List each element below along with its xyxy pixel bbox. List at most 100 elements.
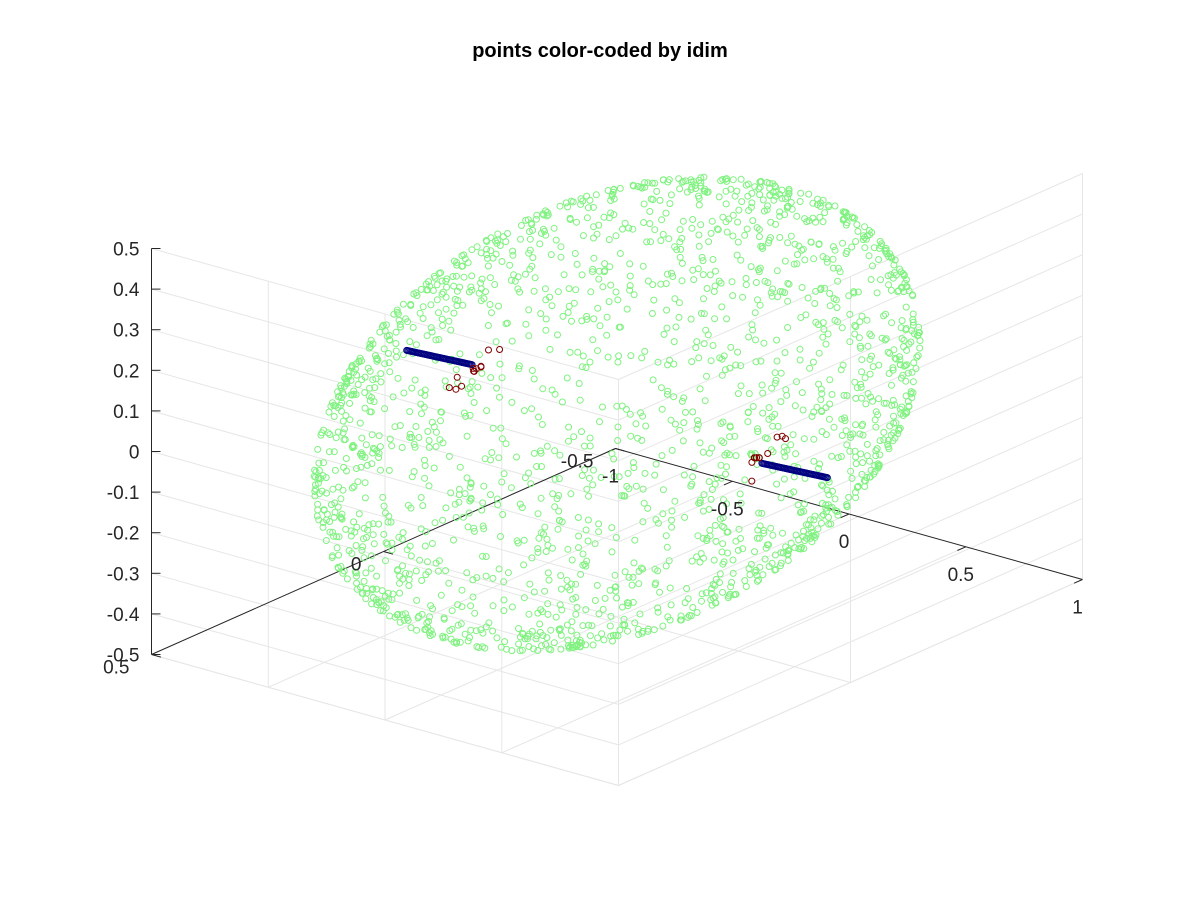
surface-point <box>711 581 719 589</box>
surface-point <box>478 275 486 283</box>
surface-point <box>579 232 587 240</box>
surface-point <box>693 338 701 346</box>
surface-point <box>442 277 450 285</box>
surface-point <box>625 599 633 607</box>
surface-point <box>659 176 667 184</box>
surface-point <box>496 360 504 368</box>
surface-point <box>593 230 601 238</box>
surface-point <box>806 364 814 372</box>
surface-point <box>590 466 597 474</box>
surface-point <box>631 536 639 544</box>
surface-point <box>769 188 777 196</box>
surface-point <box>475 351 483 359</box>
surface-point <box>701 397 709 405</box>
surface-point <box>431 274 439 282</box>
surface-point <box>670 393 678 401</box>
surface-point <box>868 229 876 236</box>
surface-point <box>878 240 886 248</box>
surface-point <box>427 301 435 309</box>
surface-point <box>825 415 833 423</box>
surface-point <box>378 587 386 595</box>
surface-point <box>914 352 922 360</box>
surface-point <box>819 218 827 226</box>
surface-point <box>851 330 859 338</box>
surface-point <box>763 206 771 214</box>
surface-point <box>905 340 913 348</box>
surface-point <box>407 302 415 309</box>
surface-point <box>753 534 761 542</box>
surface-point <box>573 603 581 611</box>
surface-point <box>334 563 342 571</box>
surface-point <box>590 254 598 262</box>
surface-point <box>768 384 776 392</box>
surface-point <box>551 447 559 455</box>
surface-point <box>380 502 388 510</box>
surface-point <box>695 176 703 184</box>
surface-point <box>418 577 426 584</box>
surface-point <box>642 422 650 430</box>
surface-point <box>500 470 508 478</box>
surface-point <box>683 585 691 592</box>
surface-point <box>862 400 870 408</box>
surface-point <box>584 537 592 545</box>
surface-point <box>638 184 646 192</box>
surface-point <box>616 626 624 634</box>
surface-point <box>614 423 622 431</box>
surface-point <box>852 238 860 245</box>
surface-point <box>873 445 881 453</box>
surface-point <box>723 528 731 536</box>
surface-point <box>376 328 384 336</box>
surface-point <box>311 487 319 495</box>
surface-point <box>719 540 727 548</box>
intersection-point <box>453 373 461 381</box>
surface-point <box>865 227 873 234</box>
surface-point <box>425 437 433 444</box>
surface-point <box>858 470 866 478</box>
intersection-point <box>470 367 478 375</box>
surface-point <box>320 459 327 467</box>
surface-point <box>801 256 809 264</box>
surface-point <box>434 567 442 575</box>
surface-point <box>619 225 626 233</box>
surface-point <box>327 402 335 410</box>
surface-point <box>828 452 836 460</box>
surface-point <box>415 434 423 441</box>
surface-point <box>794 501 802 509</box>
surface-point <box>637 564 645 572</box>
surface-point <box>557 585 565 593</box>
surface-point <box>458 603 466 611</box>
surface-point <box>496 393 503 401</box>
surface-point <box>396 589 404 597</box>
surface-point <box>677 612 685 620</box>
surface-point <box>752 566 760 574</box>
surface-point <box>320 506 328 514</box>
surface-point <box>782 195 789 203</box>
surface-point <box>630 559 638 567</box>
surface-point <box>432 443 440 450</box>
surface-point <box>857 380 865 388</box>
surface-point <box>720 523 728 531</box>
z-tick-label: 0 <box>129 443 140 464</box>
surface-point <box>594 634 602 642</box>
surface-point <box>483 251 491 258</box>
surface-point <box>544 600 552 608</box>
surface-point <box>564 636 572 644</box>
surface-point <box>339 417 347 425</box>
surface-point <box>354 478 362 486</box>
surface-point <box>559 312 567 320</box>
surface-point <box>578 363 586 371</box>
surface-point <box>462 412 470 420</box>
surface-point <box>361 494 369 502</box>
surface-point <box>377 370 385 378</box>
surface-point <box>456 638 464 646</box>
surface-point <box>676 426 684 434</box>
surface-point <box>719 418 727 426</box>
surface-point <box>864 342 872 350</box>
surface-point <box>616 323 624 331</box>
surface-point <box>497 643 505 651</box>
surface-point <box>411 376 419 384</box>
surface-point <box>439 634 447 642</box>
x-tick-label: -0.5 <box>711 499 744 520</box>
surface-point <box>816 213 824 221</box>
surface-point <box>327 501 335 509</box>
